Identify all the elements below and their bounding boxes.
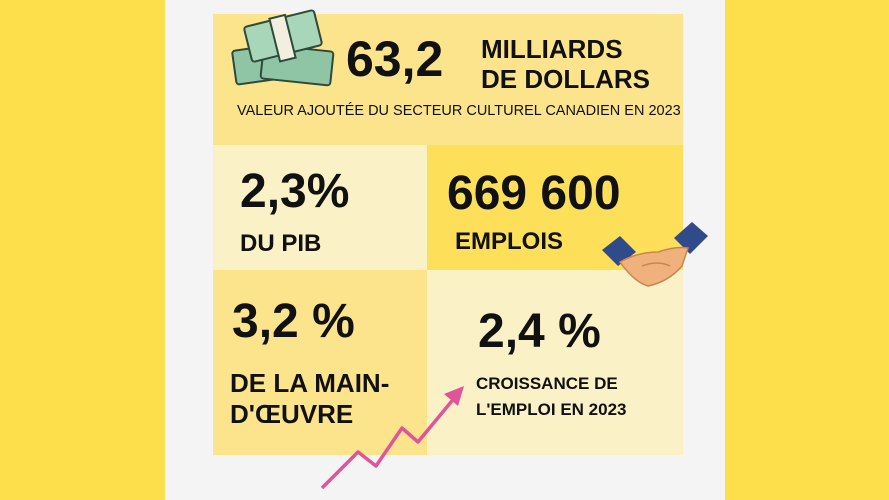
handshake-icon [602, 222, 708, 287]
tile [427, 270, 683, 455]
headline-amount: 63,2 [346, 31, 444, 87]
growth-arrow [320, 386, 464, 490]
money-icon [231, 9, 335, 87]
tile-text: DU PIB [240, 230, 322, 257]
tile [213, 145, 427, 270]
tile-figure: 2,3% [240, 165, 350, 218]
tile-text: DE LA MAIN- [230, 368, 390, 398]
tile-text: EMPLOIS [455, 228, 564, 255]
tile-figure: 3,2 % [232, 295, 355, 348]
tile-text: D'ŒUVRE [230, 399, 354, 429]
tile-text: CROISSANCE DE [476, 374, 618, 393]
headline-unit: DE DOLLARS [481, 64, 650, 94]
tile-text: L'EMPLOI EN 2023 [476, 400, 627, 419]
header-caption: VALEUR AJOUTÉE DU SECTEUR CULTUREL CANAD… [237, 103, 681, 119]
headline-unit: MILLIARDS [481, 34, 623, 64]
tile [213, 270, 427, 455]
tile [427, 145, 683, 270]
side-band [0, 0, 165, 500]
tile-figure: 669 600 [447, 167, 621, 220]
tile-figure: 2,4 % [478, 305, 601, 358]
side-band [725, 0, 889, 500]
